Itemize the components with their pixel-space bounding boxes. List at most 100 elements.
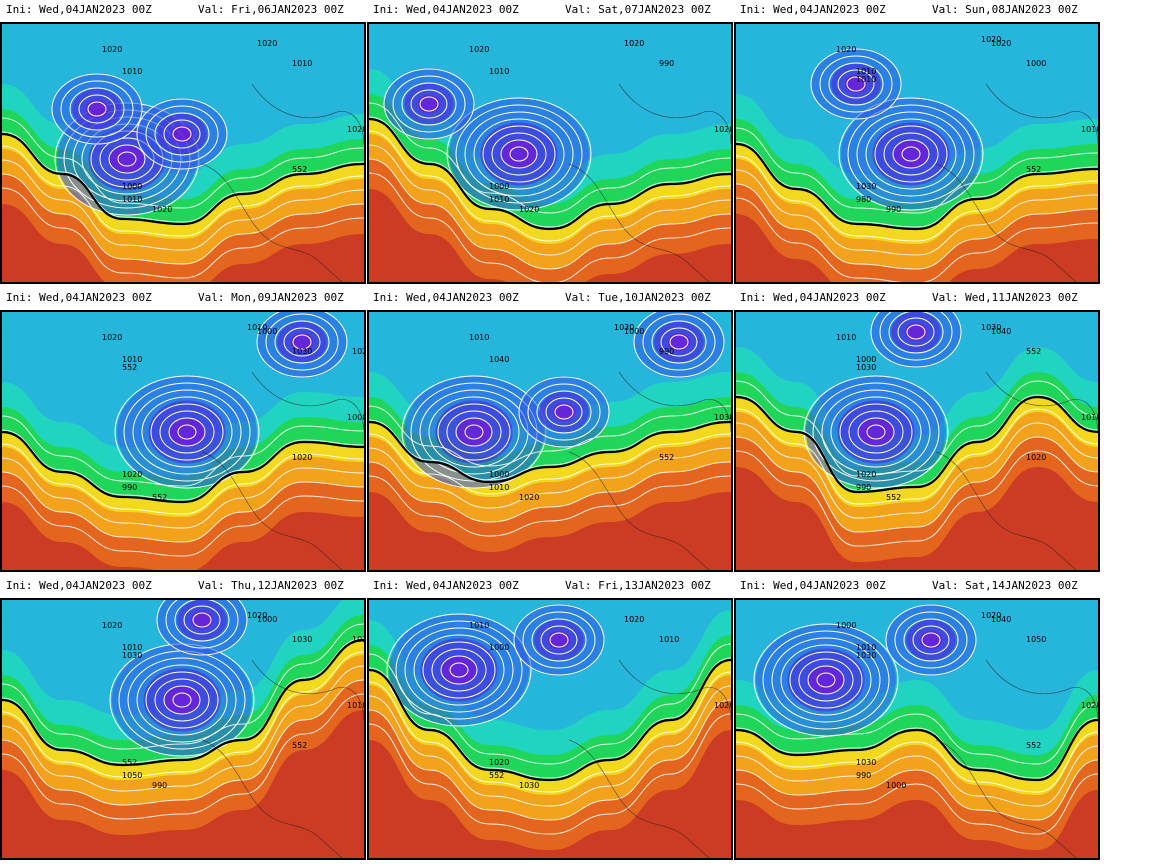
- isobar-label: 1010: [469, 333, 489, 342]
- init-time-label: Ini: Wed,04JAN2023 00Z: [6, 291, 152, 304]
- coastline: [935, 739, 1077, 858]
- panel-header: Ini: Wed,04JAN2023 00Z Val: Wed,11JAN2023…: [734, 288, 1100, 308]
- isobar-label: 990: [659, 59, 674, 68]
- isobar-label: 552: [1026, 741, 1041, 750]
- isobar-label: 1000: [624, 327, 644, 336]
- isobar-label: 1020: [836, 45, 856, 54]
- isobar-label: 1020: [292, 453, 312, 462]
- isobar-label: 990: [886, 205, 901, 214]
- panel-header: Ini: Wed,04JAN2023 00Z Val: Fri,13JAN2023…: [367, 576, 733, 596]
- isobar-label: 1050: [122, 771, 142, 780]
- geopotential-map: 1010 1040 1000 990 1000 1010 1020 1030 552 1030: [367, 310, 733, 572]
- geopotential-map: 1020 1010 1020 1010 1000 1010 1020 1020 552: [0, 22, 366, 284]
- geopotential-map: 1020 1010 1020 1000 1030 980 990 1010 552 1020 101…: [734, 22, 1100, 284]
- contour-552: [2, 132, 364, 226]
- isobar-label: 1020: [152, 205, 172, 214]
- isobar-label: 1030: [714, 413, 731, 422]
- isobar-label: 1020: [624, 615, 644, 624]
- valid-time-label: Val: Mon,09JAN2023 00Z: [198, 291, 344, 304]
- isobar-label: 1000: [489, 643, 509, 652]
- map-panel: Ini: Wed,04JAN2023 00Z Val: Fri,13JAN2023…: [367, 576, 733, 863]
- contour-552: [736, 718, 1098, 782]
- isobar-label: 552: [1026, 347, 1041, 356]
- isobar-label: 1000: [836, 621, 856, 630]
- panel-header: Ini: Wed,04JAN2023 00Z Val: Sun,08JAN2023…: [734, 0, 1100, 20]
- coastline: [201, 739, 343, 858]
- isobar-label: 1000: [489, 182, 509, 191]
- isobar-label: 552: [122, 758, 137, 767]
- valid-time-label: Val: Thu,12JAN2023 00Z: [198, 579, 344, 592]
- isobar-label: 1020: [352, 635, 364, 644]
- isobar-label: 1000: [347, 413, 364, 422]
- isobar-label: 552: [1026, 165, 1041, 174]
- map-panel: Ini: Wed,04JAN2023 00Z Val: Sat,07JAN2023…: [367, 0, 733, 287]
- isobar-label: 1030: [856, 651, 876, 660]
- coastline: [935, 451, 1077, 570]
- isobar-label: 1040: [991, 327, 1011, 336]
- isobar-label: 1010: [489, 67, 509, 76]
- valid-time-label: Val: Sat,07JAN2023 00Z: [565, 3, 711, 16]
- geopotential-map: 1020 1010 1020 990 1000 1010 1020 1020: [367, 22, 733, 284]
- map-panel: Ini: Wed,04JAN2023 00Z Val: Tue,10JAN2023…: [367, 288, 733, 575]
- isobar-label: 552: [886, 493, 901, 502]
- isobar-label: 552: [489, 771, 504, 780]
- isobar-label: 552: [292, 741, 307, 750]
- contour-552: [2, 638, 364, 767]
- coastline: [201, 163, 343, 282]
- isobar-label: 1010: [247, 323, 267, 332]
- init-time-label: Ini: Wed,04JAN2023 00Z: [373, 579, 519, 592]
- map-panel: Ini: Wed,04JAN2023 00Z Val: Fri,06JAN2023…: [0, 0, 366, 287]
- geopotential-map: 1020101010001030102099055210001020101055…: [0, 310, 366, 572]
- isobar-label: 552: [122, 363, 137, 372]
- isobar-label: 1020: [122, 470, 142, 479]
- isobar-label: 1000: [122, 182, 142, 191]
- isobar-label: 1010: [292, 59, 312, 68]
- contour-552: [736, 142, 1098, 231]
- isobar-label: 1000: [886, 781, 906, 790]
- valid-time-label: Val: Wed,11JAN2023 00Z: [932, 291, 1078, 304]
- contour-552: [2, 430, 364, 504]
- isobar-label: 1020: [352, 347, 364, 356]
- contour-552: [369, 658, 731, 782]
- isobar-label: 1020: [1081, 701, 1098, 710]
- geopotential-map: 1020 1010 1000 1030 552 1050 990 1010 552 1020 103…: [0, 598, 366, 860]
- coastline: [568, 451, 710, 570]
- panel-header: Ini: Wed,04JAN2023 00Z Val: Tue,10JAN2023…: [367, 288, 733, 308]
- contour-552: [736, 395, 1098, 494]
- isobar-label: 990: [152, 781, 167, 790]
- init-time-label: Ini: Wed,04JAN2023 00Z: [740, 579, 886, 592]
- isobar-label: 1030: [292, 635, 312, 644]
- map-panel: Ini: Wed,04JAN2023 00Z Val: Wed,11JAN2023…: [734, 288, 1100, 575]
- isobar-label: 1000: [1026, 59, 1046, 68]
- isobar-label: 1030: [614, 323, 634, 332]
- panel-header: Ini: Wed,04JAN2023 00Z Val: Sat,14JAN2023…: [734, 576, 1100, 596]
- isobar-label: 1010: [489, 483, 509, 492]
- isobar-label: 1020: [519, 205, 539, 214]
- isobar-label: 552: [292, 165, 307, 174]
- isobar-label: 1010: [659, 635, 679, 644]
- map-panel: Ini: Wed,04JAN2023 00Z Val: Mon,09JAN2023…: [0, 288, 366, 575]
- geopotential-map: 1000 1010 1040 1050 1030 990 1000 1020 552 1020 10…: [734, 598, 1100, 860]
- isobar-label: 1020: [991, 39, 1011, 48]
- isobar-label: 1020: [102, 621, 122, 630]
- contour-552: [369, 117, 731, 231]
- isobar-label: 1030: [519, 781, 539, 790]
- isobar-label: 1000: [856, 355, 876, 364]
- panel-header: Ini: Wed,04JAN2023 00Z Val: Mon,09JAN2023…: [0, 288, 366, 308]
- isobar-label: 1010: [122, 67, 142, 76]
- isobar-label: 1040: [991, 615, 1011, 624]
- isobar-label: 1020: [347, 125, 364, 134]
- isobar-label: 1030: [122, 651, 142, 660]
- isobar-label: 1040: [489, 355, 509, 364]
- isobar-label: 1010: [122, 355, 142, 364]
- isobar-label: 1000: [257, 327, 277, 336]
- valid-time-label: Val: Sun,08JAN2023 00Z: [932, 3, 1078, 16]
- isobar-label: 1020: [714, 701, 731, 710]
- isobar-label: 1020: [102, 333, 122, 342]
- isobar-label: 1030: [856, 758, 876, 767]
- isobar-label: 1010: [856, 75, 876, 84]
- isobar-label: 1010: [856, 643, 876, 652]
- isobar-label: 1010: [1081, 125, 1098, 134]
- panel-header: Ini: Wed,04JAN2023 00Z Val: Fri,06JAN2023…: [0, 0, 366, 20]
- isobar-label: 1030: [292, 347, 312, 356]
